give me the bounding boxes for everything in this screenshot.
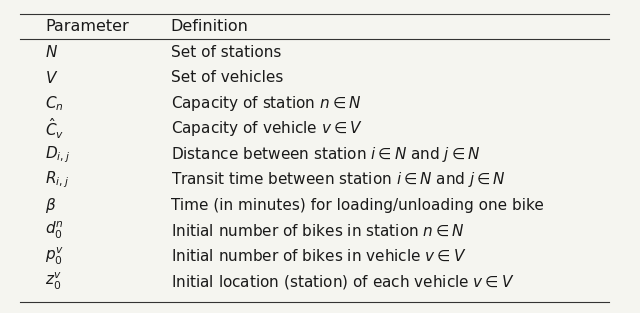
Text: $\hat{C}_v$: $\hat{C}_v$: [45, 116, 65, 141]
Text: Initial location (station) of each vehicle $v \in V$: Initial location (station) of each vehic…: [170, 273, 514, 291]
Text: Definition: Definition: [170, 19, 248, 34]
Text: Initial number of bikes in vehicle $v \in V$: Initial number of bikes in vehicle $v \i…: [170, 249, 466, 264]
Text: $D_{i,j}$: $D_{i,j}$: [45, 144, 70, 165]
Text: Initial number of bikes in station $n \in N$: Initial number of bikes in station $n \i…: [170, 223, 465, 239]
Text: Distance between station $i \in N$ and $j \in N$: Distance between station $i \in N$ and $…: [170, 145, 480, 164]
Text: Set of vehicles: Set of vehicles: [170, 70, 283, 85]
Text: Transit time between station $i \in N$ and $j \in N$: Transit time between station $i \in N$ a…: [170, 170, 505, 189]
Text: $\beta$: $\beta$: [45, 196, 56, 215]
Text: $z_0^v$: $z_0^v$: [45, 271, 63, 292]
Text: $C_n$: $C_n$: [45, 94, 64, 112]
Text: $N$: $N$: [45, 44, 58, 60]
Text: Parameter: Parameter: [45, 19, 129, 34]
Text: $V$: $V$: [45, 69, 58, 86]
Text: Capacity of vehicle $v \in V$: Capacity of vehicle $v \in V$: [170, 119, 362, 138]
Text: Set of stations: Set of stations: [170, 44, 281, 59]
Text: $R_{i,j}$: $R_{i,j}$: [45, 169, 69, 190]
Text: $d_0^n$: $d_0^n$: [45, 220, 64, 241]
Text: Time (in minutes) for loading/unloading one bike: Time (in minutes) for loading/unloading …: [170, 198, 543, 213]
Text: Capacity of station $n \in N$: Capacity of station $n \in N$: [170, 94, 361, 113]
Text: $p_0^v$: $p_0^v$: [45, 246, 64, 267]
